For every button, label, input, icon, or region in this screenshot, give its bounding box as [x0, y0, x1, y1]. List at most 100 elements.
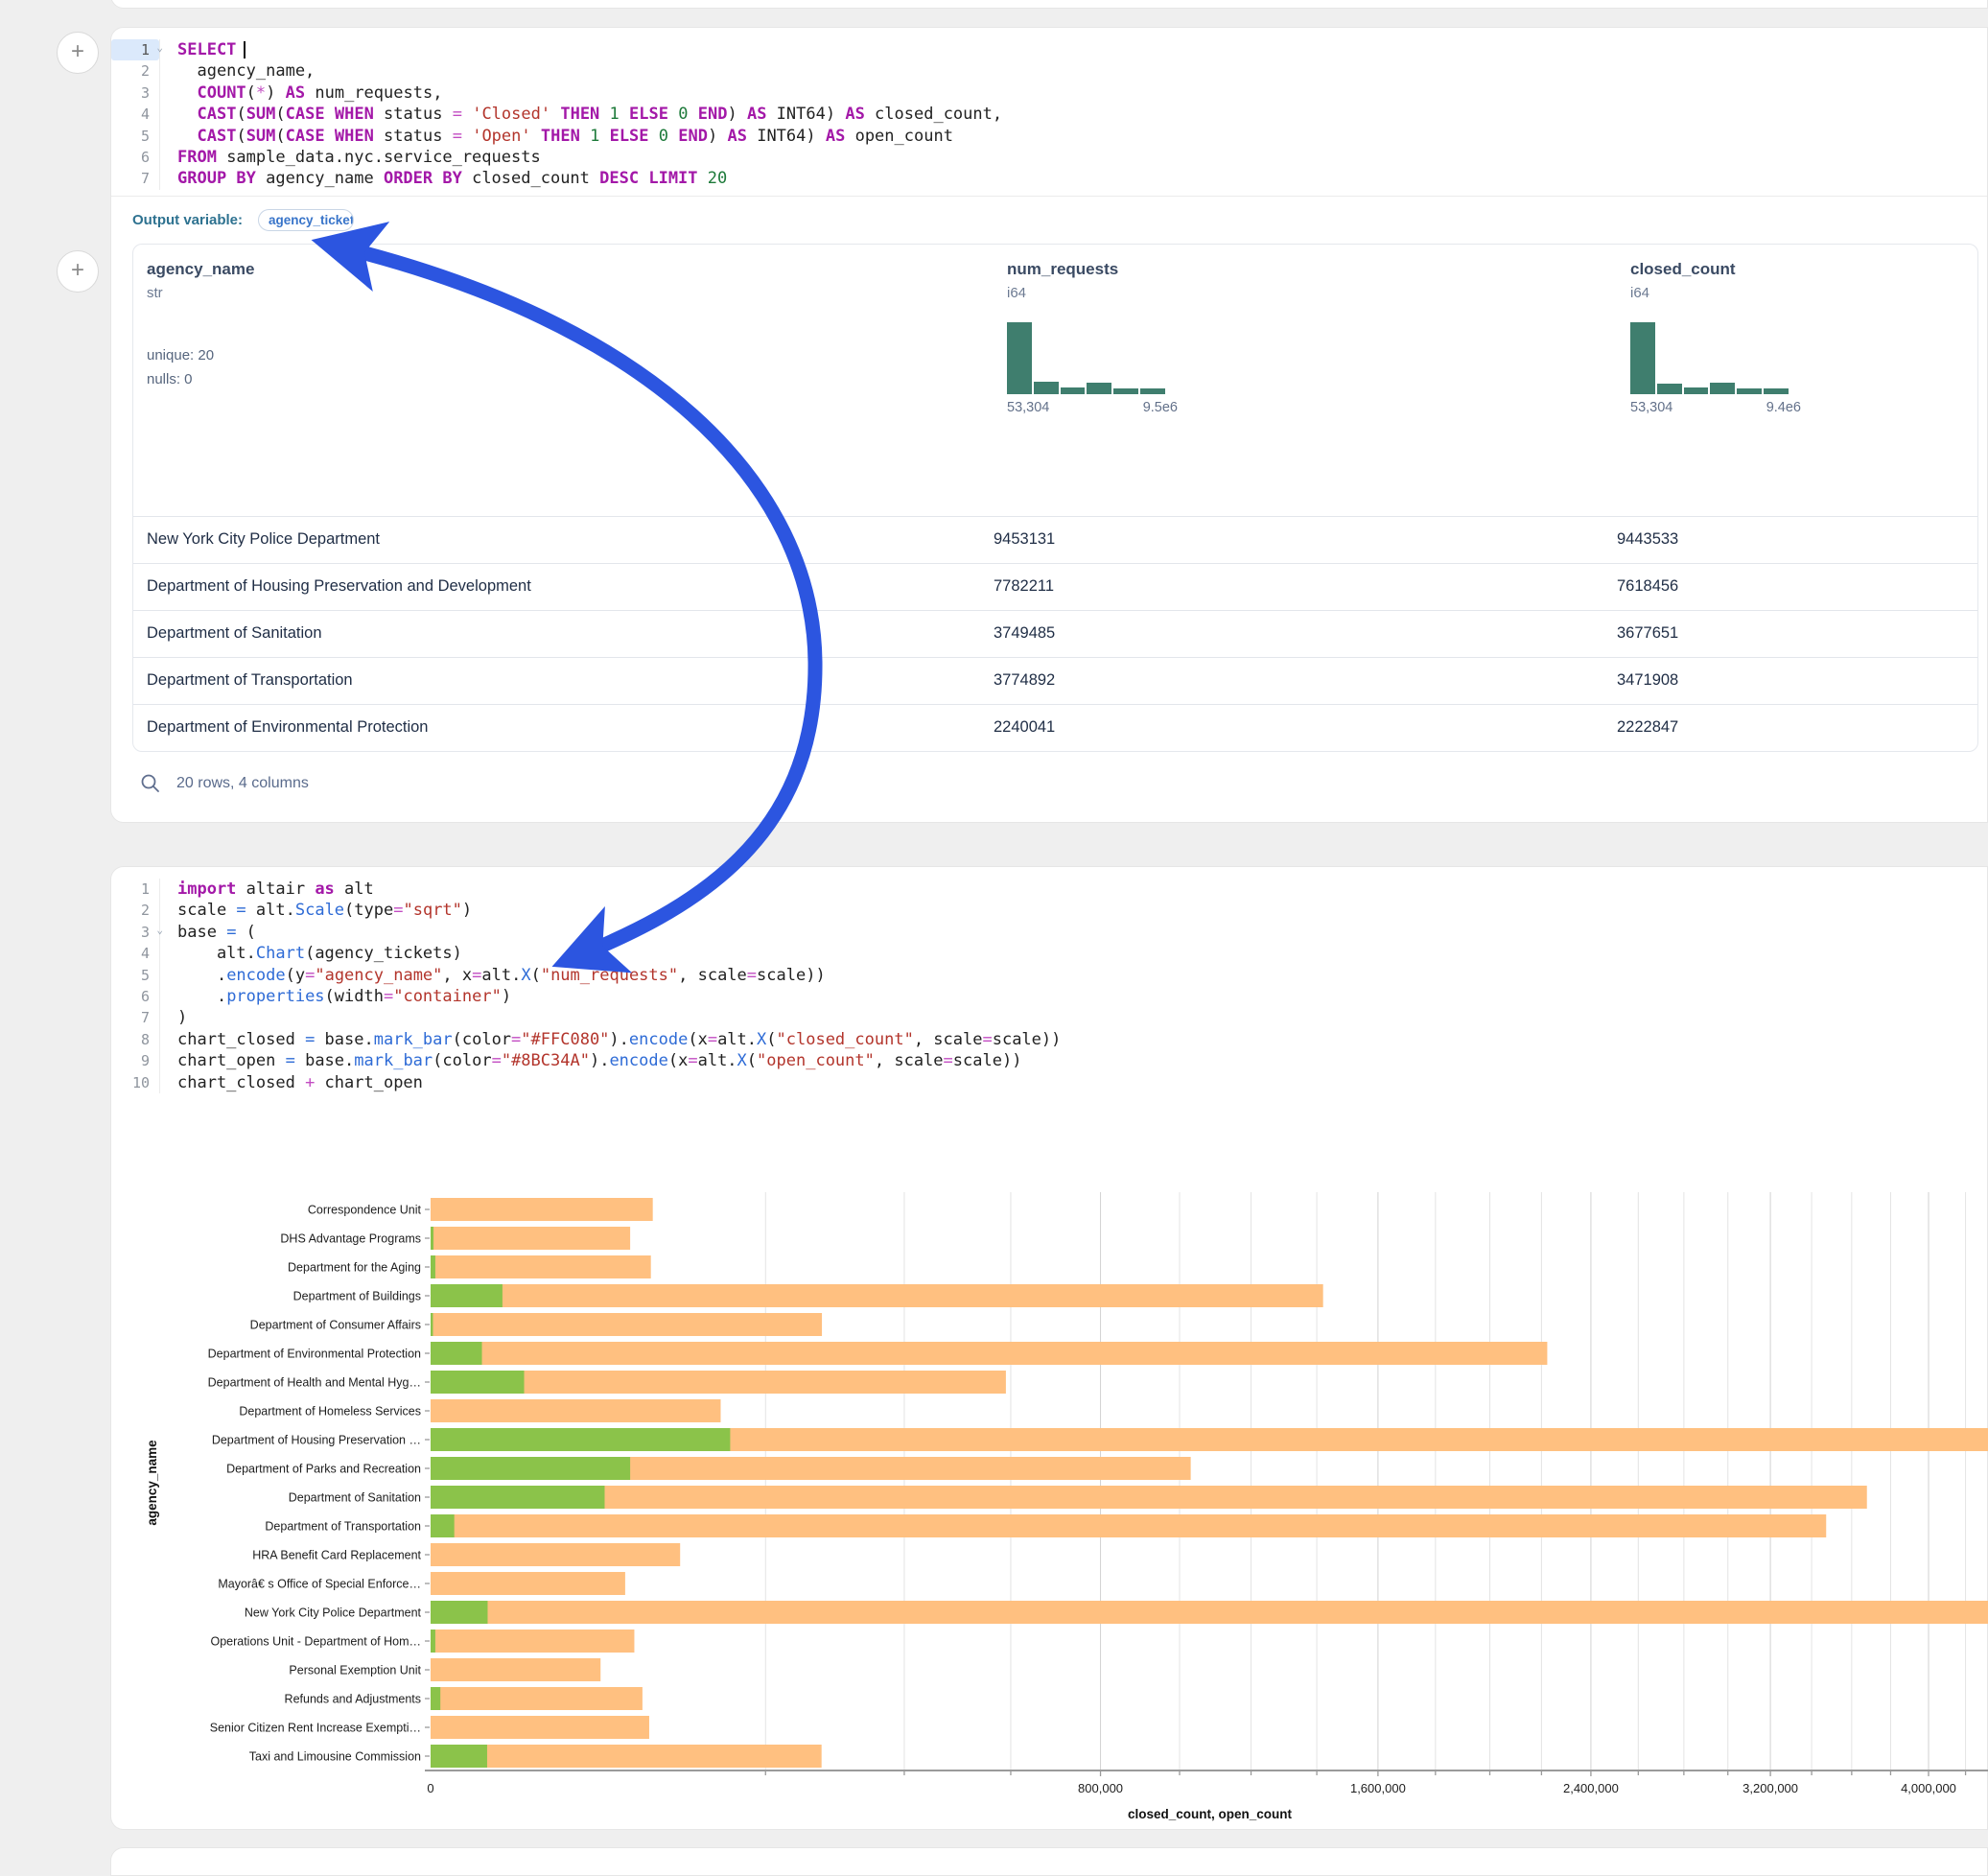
code-line[interactable]: 1⌄SELECT	[111, 39, 1987, 60]
column-name: num_requests	[1007, 245, 1178, 279]
code-text: base = (	[159, 922, 256, 943]
table-row[interactable]: Department of Environmental Protection22…	[133, 704, 1977, 751]
y-axis-label: Correspondence Unit	[308, 1204, 422, 1217]
bar-open-count	[431, 1342, 482, 1365]
y-axis-label: Senior Citizen Rent Increase Exempti…	[210, 1722, 421, 1735]
code-text: GROUP BY agency_name ORDER BY closed_cou…	[159, 168, 727, 189]
column-header-closed_count[interactable]: closed_counti6453,3049.4e6	[1630, 245, 1801, 415]
text-cursor	[244, 41, 246, 59]
code-line[interactable]: 3⌄base = (	[111, 922, 1987, 943]
y-axis-label: Mayorâ€ s Office of Special Enforce…	[218, 1578, 421, 1591]
x-axis-tick-label: 0	[427, 1781, 433, 1795]
x-axis-tick-label: 2,400,000	[1563, 1781, 1619, 1795]
cell-agency-name: Department of Housing Preservation and D…	[133, 577, 994, 596]
code-line[interactable]: 7)	[111, 1007, 1987, 1028]
output-variable-pill[interactable]: agency_tickets	[258, 209, 354, 231]
bar-open-count	[431, 1745, 487, 1768]
y-axis-label: Department of Homeless Services	[239, 1405, 421, 1419]
line-number: 10	[111, 1072, 159, 1093]
previous-cell-edge	[110, 0, 1988, 9]
table-row[interactable]: New York City Police Department945313194…	[133, 516, 1977, 563]
code-line[interactable]: 6 .properties(width="container")	[111, 986, 1987, 1007]
column-histogram	[1630, 322, 1789, 394]
sql-code-editor[interactable]: 1⌄SELECT2 agency_name,3 COUNT(*) AS num_…	[111, 28, 1987, 190]
y-axis-label: New York City Police Department	[245, 1606, 422, 1620]
bar-closed-count	[431, 1543, 680, 1566]
bar-closed-count	[431, 1227, 630, 1250]
bar-open-count	[431, 1457, 630, 1480]
cell-agency-name: Department of Sanitation	[133, 624, 994, 643]
line-number: 5	[111, 965, 159, 986]
code-line[interactable]: 8chart_closed = base.mark_bar(color="#FF…	[111, 1029, 1987, 1050]
y-axis-label: DHS Advantage Programs	[280, 1232, 421, 1246]
bar-chart-svg: Correspondence Unit DHS Advantage Program…	[111, 1179, 1988, 1826]
code-line[interactable]: 4 CAST(SUM(CASE WHEN status = 'Closed' T…	[111, 104, 1987, 125]
bar-closed-count	[431, 1687, 643, 1710]
code-text: scale = alt.Scale(type="sqrt")	[159, 900, 472, 921]
cell-num-requests: 7782211	[994, 577, 1617, 596]
code-line[interactable]: 4 alt.Chart(agency_tickets)	[111, 943, 1987, 964]
bar-closed-count	[431, 1745, 822, 1768]
y-axis-label: Department of Buildings	[293, 1290, 421, 1303]
add-cell-button-top[interactable]: +	[57, 32, 99, 74]
python-code-editor[interactable]: 1import altair as alt2scale = alt.Scale(…	[111, 867, 1987, 1093]
y-axis-label: Department of Health and Mental Hyg…	[208, 1376, 421, 1390]
column-name: agency_name	[147, 245, 254, 279]
code-text: COUNT(*) AS num_requests,	[159, 82, 442, 104]
cell-closed-count: 3677651	[1617, 624, 1678, 643]
hist-max-label: 9.5e6	[1143, 400, 1178, 415]
bar-open-count	[431, 1313, 433, 1336]
sql-cell: 1⌄SELECT2 agency_name,3 COUNT(*) AS num_…	[110, 27, 1988, 823]
hist-max-label: 9.4e6	[1766, 400, 1801, 415]
code-text: import altair as alt	[159, 879, 374, 900]
bar-open-count	[431, 1486, 604, 1509]
code-line[interactable]: 9chart_open = base.mark_bar(color="#8BC3…	[111, 1050, 1987, 1071]
next-cell-edge	[110, 1847, 1988, 1876]
column-stat: unique: 20	[147, 343, 254, 367]
search-icon[interactable]	[140, 773, 161, 794]
column-header-agency_name[interactable]: agency_namestrunique: 20nulls: 0	[147, 245, 254, 391]
code-text: .encode(y="agency_name", x=alt.X("num_re…	[159, 965, 826, 986]
fold-chevron-icon[interactable]: ⌄	[156, 920, 163, 941]
y-axis-label: Department of Transportation	[265, 1520, 421, 1534]
code-text: FROM sample_data.nyc.service_requests	[159, 147, 541, 168]
bar-open-count	[431, 1371, 525, 1394]
bar-closed-count	[431, 1198, 653, 1221]
fold-chevron-icon[interactable]: ⌄	[156, 37, 163, 59]
cell-closed-count: 3471908	[1617, 671, 1678, 690]
table-row[interactable]: Department of Housing Preservation and D…	[133, 563, 1977, 610]
bar-closed-count	[431, 1255, 651, 1278]
cell-closed-count: 9443533	[1617, 530, 1678, 549]
bar-open-count	[431, 1227, 433, 1250]
y-axis-label: Department for the Aging	[288, 1261, 421, 1275]
code-line[interactable]: 3 COUNT(*) AS num_requests,	[111, 82, 1987, 104]
code-text: SELECT	[159, 39, 246, 60]
column-header-num_requests[interactable]: num_requestsi6453,3049.5e6	[1007, 245, 1178, 415]
code-line[interactable]: 10chart_closed + chart_open	[111, 1072, 1987, 1093]
bar-open-count	[431, 1284, 503, 1307]
line-number: 8	[111, 1029, 159, 1050]
result-table-footer: 20 rows, 4 columns	[140, 773, 1987, 794]
column-stat: nulls: 0	[147, 367, 254, 391]
code-line[interactable]: 5 .encode(y="agency_name", x=alt.X("num_…	[111, 965, 1987, 986]
x-axis-tick-label: 4,000,000	[1901, 1781, 1956, 1795]
bar-open-count	[431, 1630, 435, 1653]
table-row[interactable]: Department of Transportation377489234719…	[133, 657, 1977, 704]
y-axis-label: Personal Exemption Unit	[289, 1664, 421, 1677]
code-line[interactable]: 2scale = alt.Scale(type="sqrt")	[111, 900, 1987, 921]
add-cell-button-middle[interactable]: +	[57, 250, 99, 293]
code-line[interactable]: 2 agency_name,	[111, 60, 1987, 82]
line-number: 5	[111, 126, 159, 147]
code-line[interactable]: 1import altair as alt	[111, 879, 1987, 900]
x-axis-tick-label: 3,200,000	[1742, 1781, 1798, 1795]
code-line[interactable]: 5 CAST(SUM(CASE WHEN status = 'Open' THE…	[111, 126, 1987, 147]
code-line[interactable]: 7GROUP BY agency_name ORDER BY closed_co…	[111, 168, 1987, 189]
code-text: agency_name,	[159, 60, 315, 82]
code-line[interactable]: 6FROM sample_data.nyc.service_requests	[111, 147, 1987, 168]
line-number: 9	[111, 1050, 159, 1071]
line-number: 7	[111, 168, 159, 189]
bar-closed-count	[431, 1716, 649, 1739]
python-cell: 1import altair as alt2scale = alt.Scale(…	[110, 866, 1988, 1830]
bar-closed-count	[431, 1601, 1988, 1624]
table-row[interactable]: Department of Sanitation37494853677651	[133, 610, 1977, 657]
